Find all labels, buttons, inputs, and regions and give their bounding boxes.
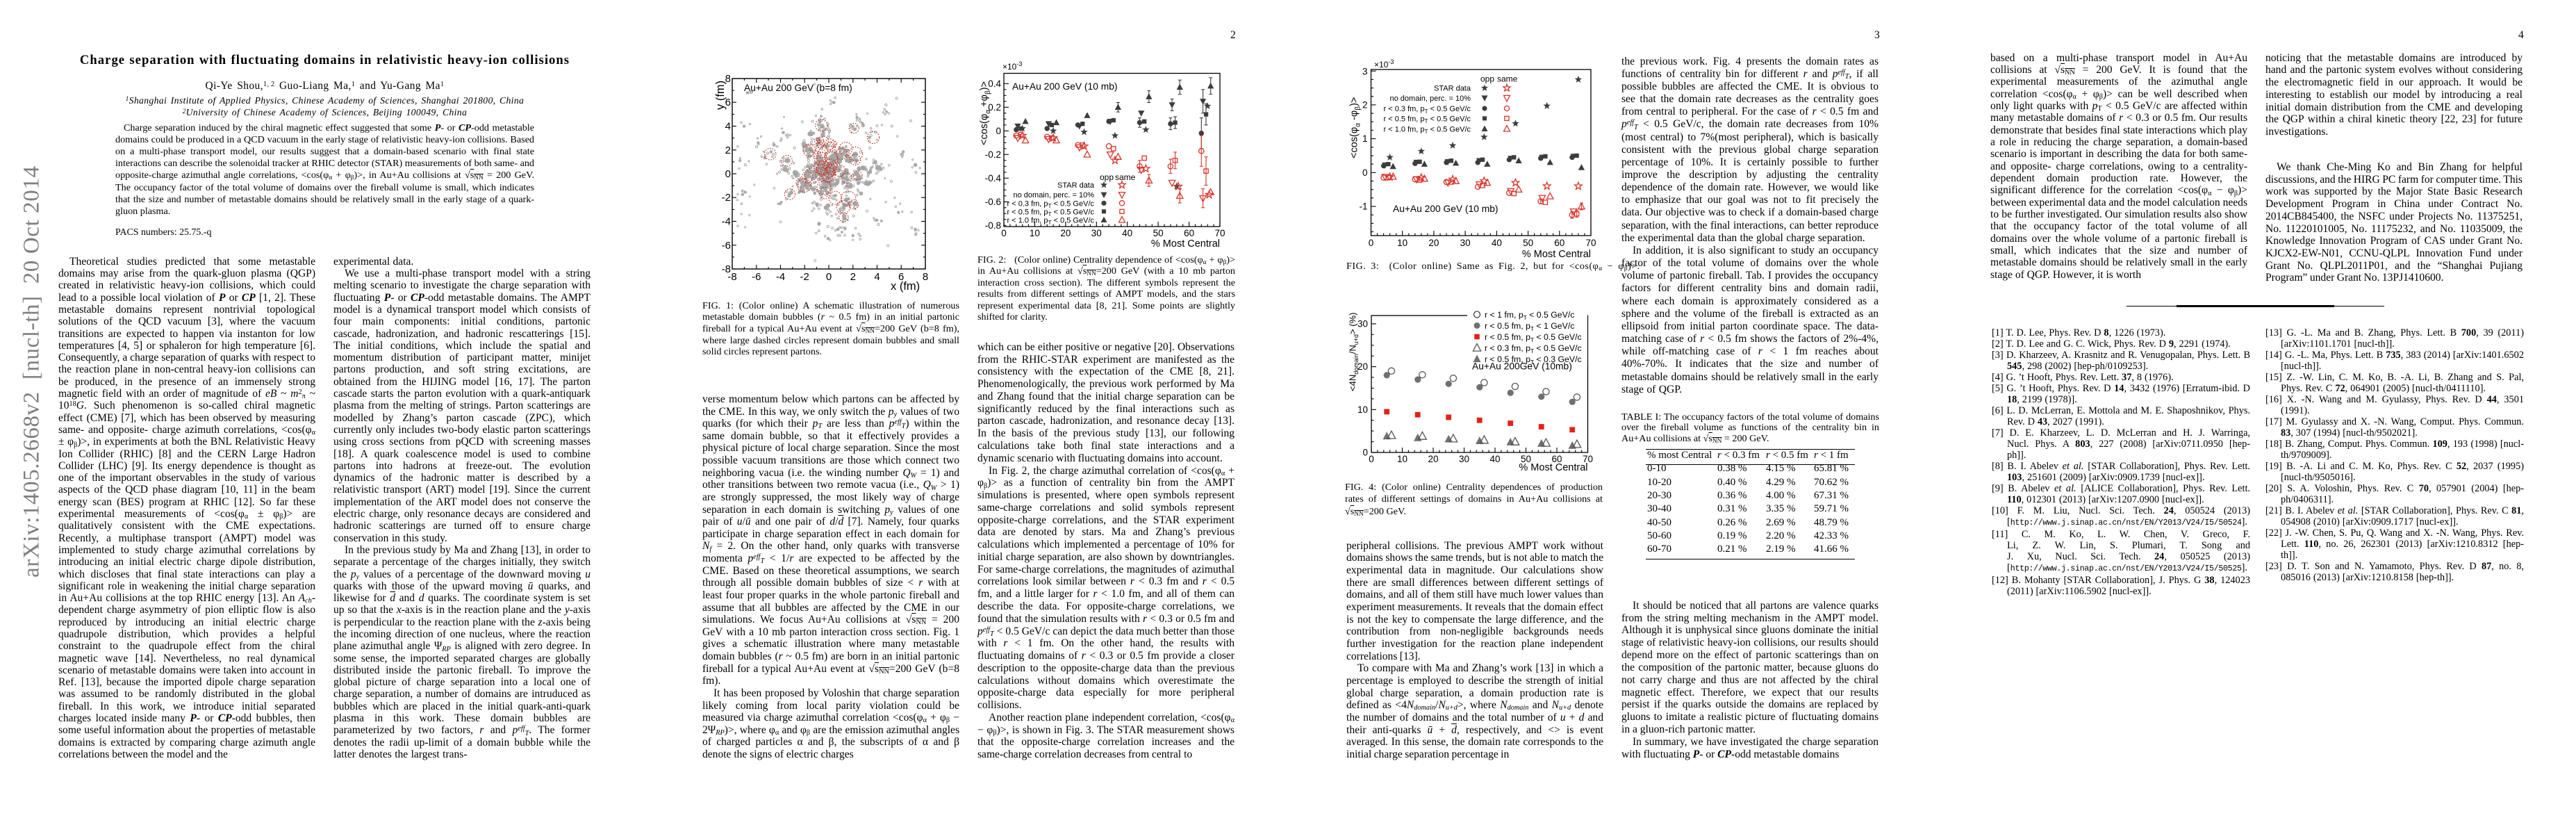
svg-text:1: 1 [1362, 133, 1368, 144]
svg-text:30: 30 [1357, 318, 1368, 329]
svg-text:-4: -4 [722, 216, 731, 228]
svg-text:r < 0.5 fm, pT < 0.5 GeV/c: r < 0.5 fm, pT < 0.5 GeV/c [1384, 115, 1471, 124]
svg-text:10: 10 [1030, 228, 1040, 238]
svg-text:-6: -6 [722, 240, 731, 252]
svg-text:y (fm): y (fm) [714, 81, 727, 110]
svg-text:4: 4 [725, 121, 731, 133]
svg-text:x (fm): x (fm) [891, 280, 920, 293]
svg-text:STAR data: STAR data [1434, 85, 1471, 93]
svg-text:-0.8: -0.8 [985, 220, 1001, 231]
svg-text:60: 60 [1554, 238, 1564, 248]
svg-text:×10-3: ×10-3 [1002, 60, 1022, 72]
svg-text:STAR data: STAR data [1057, 181, 1095, 190]
svg-text:50: 50 [1153, 228, 1164, 238]
svg-text:3: 3 [1362, 67, 1368, 77]
svg-text:r < 1.0 fm, pT < 0.5 GeV/c: r < 1.0 fm, pT < 0.5 GeV/c [1007, 216, 1095, 226]
svg-text:opp: opp [1100, 172, 1114, 182]
svg-text:-4: -4 [776, 271, 785, 283]
svg-text:r < 0.3 fm, pT < 0.5 GeV/c: r < 0.3 fm, pT < 0.5 GeV/c [1485, 343, 1582, 354]
svg-text:0: 0 [1369, 238, 1374, 248]
svg-text:-1: -1 [1359, 202, 1367, 212]
svg-text:<cos(φα +φβ)>: <cos(φα +φβ)> [979, 81, 992, 145]
svg-text:r < 0.5 fm, pT < 1 GeV/c: r < 0.5 fm, pT < 1 GeV/c [1485, 321, 1574, 332]
svg-text:r < 1.0 fm, pT < 0.5 GeV/c: r < 1.0 fm, pT < 0.5 GeV/c [1384, 125, 1471, 135]
svg-text:0: 0 [1001, 228, 1007, 238]
svg-text:-0.4: -0.4 [985, 173, 1002, 183]
svg-text:40: 40 [1489, 454, 1500, 464]
svg-text:0: 0 [1362, 167, 1368, 178]
svg-text:2: 2 [725, 145, 731, 156]
svg-text:% Most Central: % Most Central [1151, 238, 1220, 250]
svg-text:2: 2 [1362, 99, 1368, 110]
svg-text:6: 6 [898, 271, 904, 283]
svg-text:Au+Au 200 GeV (b=8 fm): Au+Au 200 GeV (b=8 fm) [744, 83, 852, 93]
svg-text:60: 60 [1551, 454, 1562, 464]
svg-text:same: same [1497, 74, 1518, 83]
svg-text:20: 20 [1060, 228, 1071, 238]
svg-text:40: 40 [1122, 228, 1132, 238]
svg-text:Au+Au 200 GeV (10 mb): Au+Au 200 GeV (10 mb) [1393, 204, 1498, 214]
svg-text:% Most Central: % Most Central [1522, 249, 1591, 260]
svg-text:10: 10 [1357, 404, 1368, 415]
svg-text:40: 40 [1492, 238, 1502, 248]
svg-text:50: 50 [1523, 238, 1533, 248]
svg-text:no domain, perc. = 10%: no domain, perc. = 10% [1014, 191, 1095, 199]
svg-text:8: 8 [725, 73, 731, 85]
svg-text:% Most Central: % Most Central [1519, 462, 1587, 473]
svg-text:0: 0 [996, 126, 1001, 136]
svg-text:r < 0.5 fm, pT < 0.5 GeV/c: r < 0.5 fm, pT < 0.5 GeV/c [1007, 208, 1095, 218]
svg-text:r < 0.5 fm, pT < 0.3 GeV/c: r < 0.5 fm, pT < 0.3 GeV/c [1485, 354, 1582, 366]
svg-text:0.4: 0.4 [988, 79, 1001, 89]
svg-text:r < 0.5 fm, pT < 0.5 GeV/c: r < 0.5 fm, pT < 0.5 GeV/c [1485, 332, 1582, 343]
svg-text:Au+Au 200GeV (10mb): Au+Au 200GeV (10mb) [1472, 361, 1572, 372]
svg-text:<4Ndomain/Nu+d> (%): <4Ndomain/Nu+d> (%) [1348, 313, 1360, 391]
svg-text:opp: opp [1480, 74, 1494, 83]
svg-text:30: 30 [1460, 238, 1471, 248]
svg-text:-2: -2 [722, 192, 731, 204]
svg-text:30: 30 [1459, 454, 1469, 464]
svg-text:0: 0 [725, 168, 731, 180]
svg-text:Au+Au 200 GeV (10 mb): Au+Au 200 GeV (10 mb) [1012, 81, 1117, 92]
svg-text:20: 20 [1428, 238, 1439, 248]
svg-text:70: 70 [1585, 238, 1596, 248]
svg-text:0: 0 [1362, 448, 1368, 458]
svg-text:0: 0 [1369, 454, 1374, 464]
svg-text:<cos(φα -φβ)>: <cos(φα -φβ)> [1349, 97, 1362, 158]
svg-text:r < 0.3 fm, pT < 0.5 GeV/c: r < 0.3 fm, pT < 0.5 GeV/c [1384, 105, 1471, 115]
svg-text:-0.2: -0.2 [985, 149, 1001, 160]
svg-text:r < 0.3 fm, pT < 0.5 GeV/c: r < 0.3 fm, pT < 0.5 GeV/c [1007, 199, 1095, 209]
svg-text:50: 50 [1521, 454, 1531, 464]
svg-text:20: 20 [1357, 361, 1368, 372]
svg-text:-6: -6 [752, 271, 761, 283]
svg-text:-0.6: -0.6 [985, 197, 1001, 207]
svg-text:-8: -8 [722, 263, 731, 275]
svg-text:0: 0 [826, 271, 832, 283]
svg-text:2: 2 [850, 271, 856, 283]
svg-text:no domain, perc. = 10%: no domain, perc. = 10% [1390, 95, 1471, 103]
svg-text:6: 6 [725, 97, 731, 108]
svg-text:8: 8 [923, 271, 928, 283]
svg-text:70: 70 [1583, 454, 1593, 464]
svg-text:10: 10 [1397, 454, 1407, 464]
svg-text:r < 1 fm, pT < 0.5 GeV/c: r < 1 fm, pT < 0.5 GeV/c [1485, 310, 1574, 321]
svg-text:60: 60 [1184, 228, 1194, 238]
svg-text:10: 10 [1397, 238, 1407, 248]
svg-text:-8: -8 [727, 271, 736, 283]
svg-text:same: same [1115, 172, 1136, 182]
svg-text:-2: -2 [800, 271, 809, 283]
svg-text:0.2: 0.2 [988, 102, 1001, 113]
svg-text:4: 4 [874, 271, 880, 283]
svg-text:×10-3: ×10-3 [1374, 58, 1394, 70]
svg-text:30: 30 [1091, 228, 1102, 238]
svg-text:20: 20 [1428, 454, 1438, 464]
svg-text:70: 70 [1214, 228, 1225, 238]
